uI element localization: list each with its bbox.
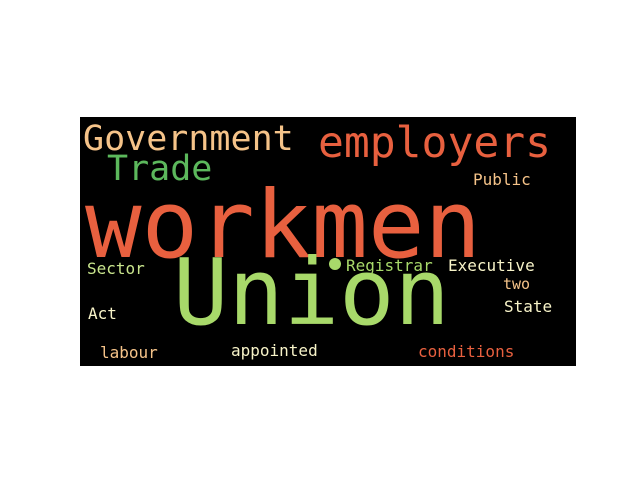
word-executive: Executive [448, 256, 535, 275]
bullet-dot [329, 258, 341, 270]
word-two: two [503, 275, 531, 293]
word-appointed: appointed [231, 341, 318, 360]
word-cloud: workmen Union employers Government Trade… [80, 117, 576, 366]
word-union: Union [173, 239, 450, 346]
word-labour: labour [100, 343, 158, 362]
word-employers: employers [318, 118, 551, 168]
word-registrar: Registrar [346, 256, 433, 275]
word-workmen: workmen [85, 171, 482, 280]
word-state: State [504, 297, 553, 316]
word-trade: Trade [107, 149, 213, 189]
word-sector: Sector [87, 259, 145, 278]
word-act: Act [88, 304, 117, 323]
word-government: Government [83, 119, 294, 159]
word-conditions: conditions [418, 342, 515, 361]
word-public: Public [473, 170, 531, 189]
